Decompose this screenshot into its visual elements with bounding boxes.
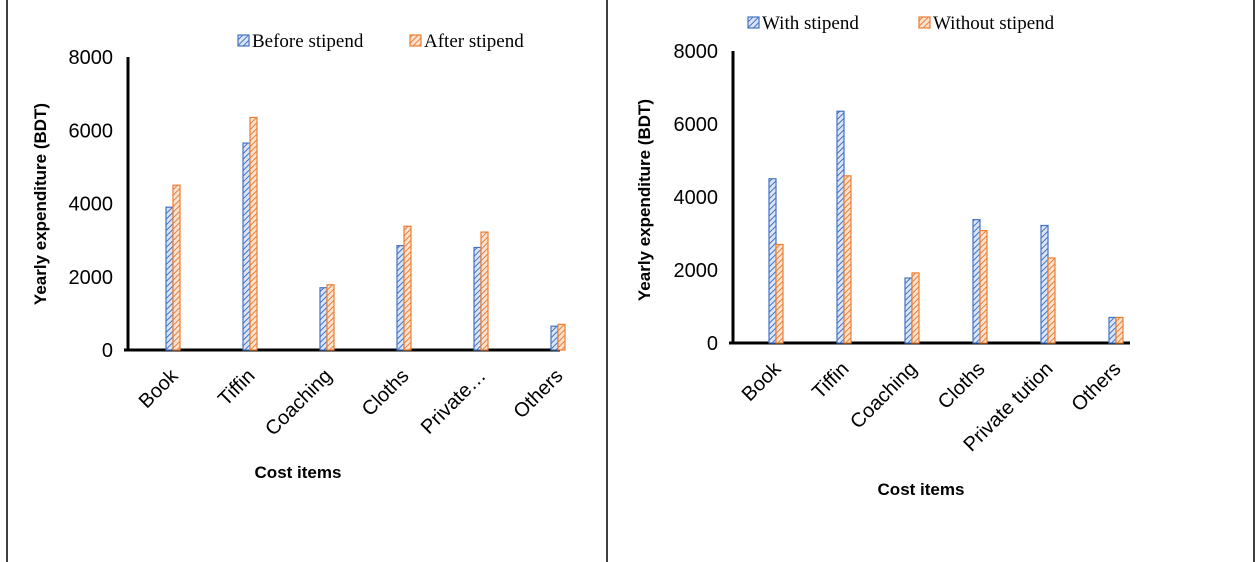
bar-book-series-1	[172, 184, 181, 351]
y-tick-label: 4000	[69, 194, 114, 216]
y-tick-label: 8000	[69, 47, 114, 69]
x-tick-label: Tiffin	[808, 358, 853, 403]
legend-label-1: Without stipend	[933, 13, 1055, 34]
bar-tiffin-series-1	[249, 116, 258, 351]
y-tick-label: 2000	[69, 267, 114, 289]
x-tick-label: Book	[738, 357, 786, 405]
bar-cloths-series-0	[396, 245, 405, 351]
bar-book-series-0	[768, 178, 777, 344]
bar-tiffin-series-0	[836, 110, 845, 344]
y-tick-label: 0	[102, 340, 113, 362]
bar-book-series-0	[165, 206, 174, 351]
legend-swatch-0	[237, 34, 250, 47]
x-axis-title: Cost items	[255, 463, 342, 482]
bar-book-series-1	[775, 243, 784, 344]
chart-before-after-stipend: 0 2000 4000 6000 8000 Book Tiffin Coaching Cloth…	[31, 31, 568, 482]
bar-private-tution-series-0	[1040, 224, 1049, 344]
bar-tiffin-series-1	[843, 175, 852, 344]
y-tick-label: 4000	[674, 187, 719, 209]
x-axis-title: Cost items	[878, 480, 965, 499]
legend-swatch-0	[747, 16, 760, 29]
x-tick-label: Coaching	[846, 358, 921, 433]
y-tick-label: 6000	[674, 114, 719, 136]
legend-label-0: Before stipend	[252, 31, 364, 52]
bar-cloths-series-0	[972, 219, 981, 344]
legend-label-1: After stipend	[424, 31, 524, 52]
bar-coaching-series-0	[319, 287, 328, 351]
bar-others-series-0	[550, 325, 559, 351]
bar-cloths-series-1	[979, 229, 988, 344]
x-tick-label: Cloths	[358, 365, 414, 421]
legend-swatch-1	[918, 16, 931, 29]
x-tick-label: Others	[510, 365, 568, 423]
x-tick-label: Private…	[417, 365, 491, 439]
x-tick-label: Tiffin	[214, 365, 259, 410]
x-tick-label: Book	[135, 364, 183, 412]
bar-private-tution-series-1	[1047, 257, 1056, 344]
y-tick-label: 2000	[674, 260, 719, 282]
x-tick-label: Others	[1068, 358, 1126, 416]
y-axis-title: Yearly expenditure (BDT)	[635, 99, 654, 301]
x-tick-label: Cloths	[934, 358, 990, 414]
bar-others-series-0	[1108, 316, 1117, 344]
bar-others-series-1	[557, 323, 566, 351]
bar-coaching-series-1	[326, 284, 335, 351]
y-tick-label: 8000	[674, 41, 719, 63]
y-tick-label: 0	[707, 333, 718, 355]
y-tick-label: 6000	[69, 120, 114, 142]
bar-private-series-1	[480, 231, 489, 351]
bar-others-series-1	[1115, 316, 1124, 344]
bar-coaching-series-1	[911, 272, 920, 344]
bar-tiffin-series-0	[242, 142, 251, 351]
bar-coaching-series-0	[904, 277, 913, 344]
legend-swatch-1	[409, 34, 422, 47]
legend-label-0: With stipend	[762, 13, 859, 34]
x-tick-label: Coaching	[261, 365, 336, 440]
bar-cloths-series-1	[403, 225, 412, 351]
y-axis-title: Yearly expenditure (BDT)	[31, 103, 50, 305]
bar-private-series-0	[473, 246, 482, 351]
